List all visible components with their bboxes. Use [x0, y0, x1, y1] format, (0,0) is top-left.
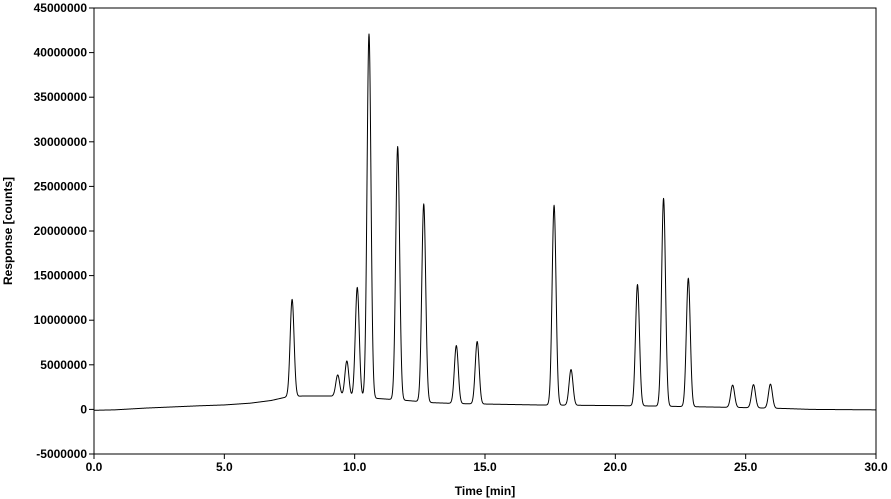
y-tick-label: 45000000	[34, 1, 88, 15]
y-tick-label: 20000000	[34, 224, 88, 238]
y-tick-label: 10000000	[34, 313, 88, 327]
y-tick-label: 5000000	[40, 358, 87, 372]
y-tick-label: 0	[80, 402, 87, 416]
x-tick-label: 30.0	[864, 460, 888, 474]
x-axis-ticks: 0.0 5.0 10.0 15.0 20.0 25.0 30.0	[86, 454, 888, 474]
x-tick-label: 15.0	[473, 460, 497, 474]
y-tick-label: 25000000	[34, 179, 88, 193]
x-tick-label: 10.0	[343, 460, 367, 474]
x-tick-label: 5.0	[216, 460, 233, 474]
y-axis-ticks: -5000000 0 5000000 10000000 15000000 20000000…	[34, 1, 94, 461]
y-tick-label: 30000000	[34, 135, 88, 149]
y-tick-label: 15000000	[34, 269, 88, 283]
x-tick-label: 0.0	[86, 460, 103, 474]
response-trace	[93, 33, 877, 411]
y-axis-title: Response [counts]	[1, 177, 15, 285]
plot-area	[93, 7, 877, 455]
x-tick-label: 25.0	[734, 460, 758, 474]
x-axis-title: Time [min]	[455, 484, 515, 498]
y-tick-label: 35000000	[34, 90, 88, 104]
x-tick-label: 20.0	[604, 460, 628, 474]
y-tick-label: -5000000	[36, 447, 87, 461]
y-tick-label: 40000000	[34, 46, 88, 60]
